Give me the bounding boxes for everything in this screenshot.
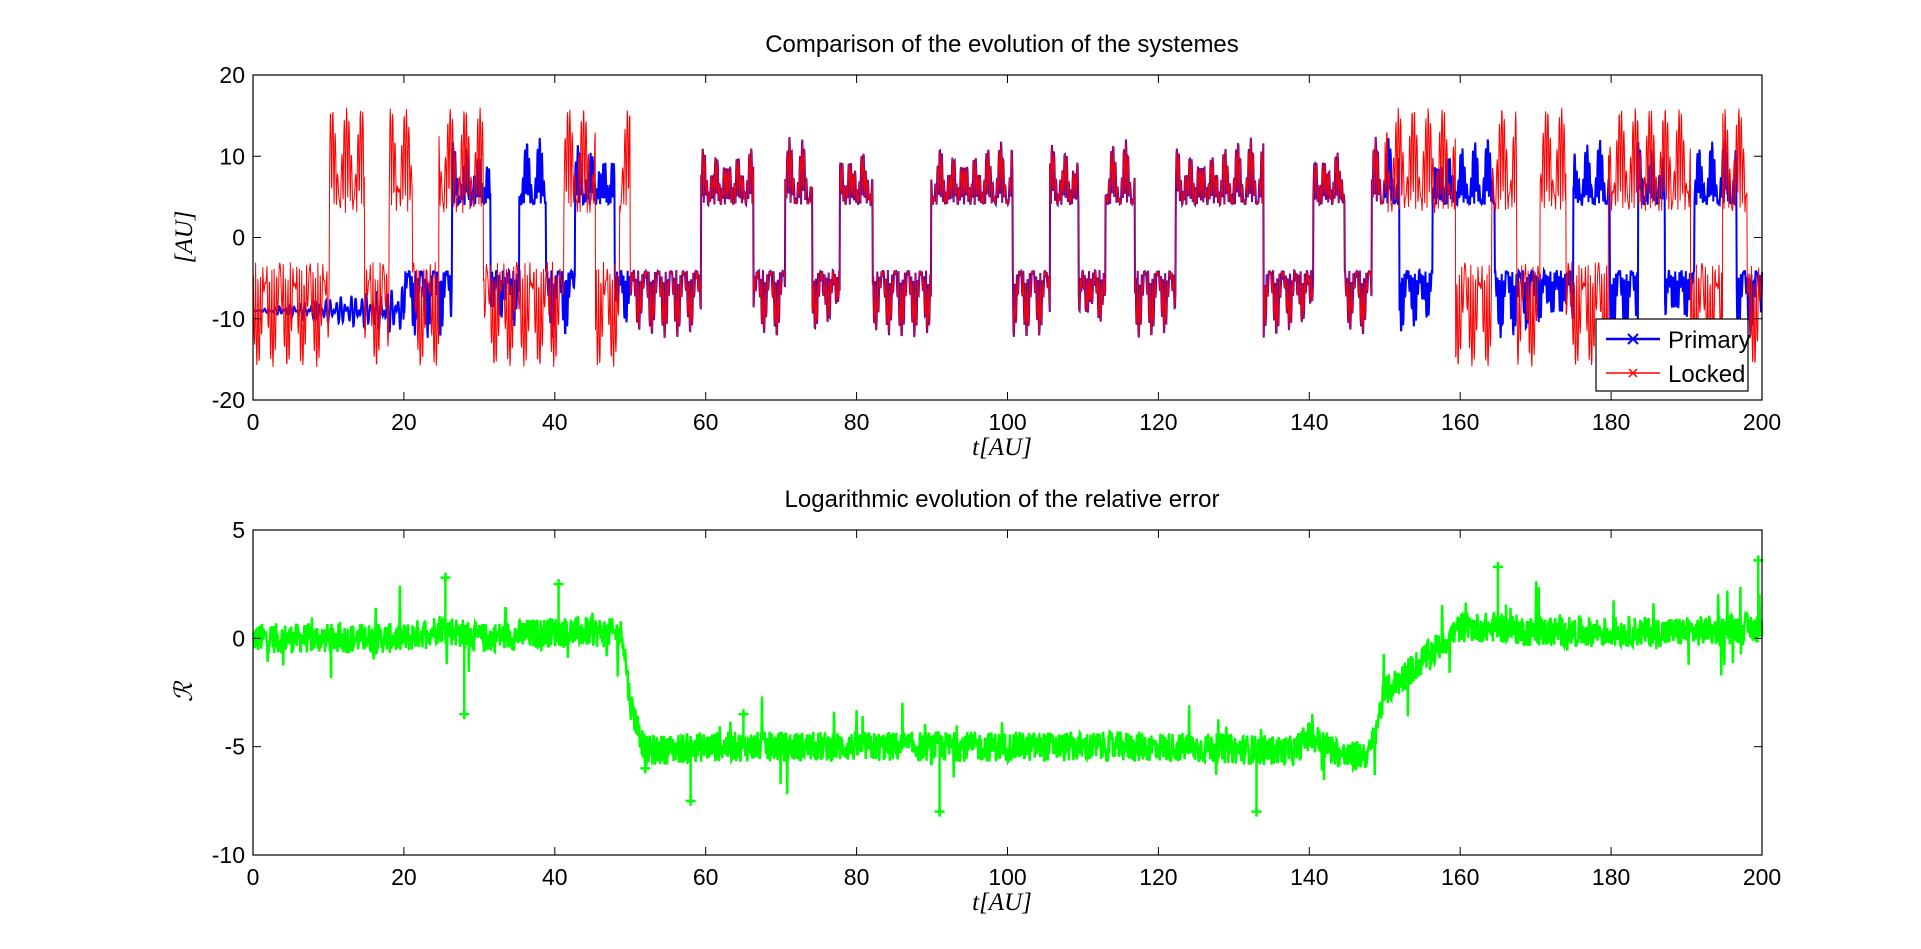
bottom-axes-frame [252, 529, 1763, 856]
top-x-tick-label: 180 [1592, 409, 1630, 435]
error-spike-marker [1492, 561, 1503, 572]
error-spike-marker [459, 709, 470, 720]
legend-primary-swatch [1606, 333, 1660, 345]
bottom-x-tick-label: 160 [1441, 864, 1479, 890]
error-spike-marker [685, 795, 696, 806]
error-spike-marker [640, 763, 651, 774]
top-x-tick-label: 200 [1743, 409, 1781, 435]
top-y-tick-label: 0 [232, 225, 245, 251]
top-chart: Comparison of the evolution of the syste… [171, 31, 1781, 461]
top-chart-title: Comparison of the evolution of the syste… [765, 31, 1239, 58]
top-y-tick-label: 20 [219, 62, 245, 88]
top-y-axis-label: [AU] [171, 211, 198, 264]
bottom-series-line [251, 555, 1764, 817]
bottom-x-tick-label: 80 [844, 864, 870, 890]
legend-primary-label: Primary [1668, 327, 1751, 354]
bottom-x-tick-label: 0 [247, 864, 260, 890]
bottom-y-tick-label: 0 [232, 625, 245, 651]
top-x-tick-label: 20 [391, 409, 417, 435]
bottom-y-tick-label: 5 [232, 517, 245, 543]
bottom-chart-title: Logarithmic evolution of the relative er… [785, 486, 1220, 513]
legend: Primary Locked [1595, 318, 1751, 392]
bottom-x-tick-label: 140 [1290, 864, 1328, 890]
bottom-x-tick-label: 20 [391, 864, 417, 890]
top-x-tick-label: 120 [1139, 409, 1177, 435]
bottom-x-axis-label: t[AU] [972, 889, 1032, 916]
bottom-x-tick-label: 40 [542, 864, 568, 890]
error-spike-marker [1251, 806, 1262, 817]
top-ticks: 0 20 40 60 80 100 120 140 160 180 200 -20 -10 0 10 20 [212, 62, 1781, 435]
top-x-tick-label: 100 [988, 409, 1026, 435]
legend-locked-swatch [1606, 368, 1660, 378]
top-series-lines [252, 107, 1763, 368]
top-y-tick-label: 10 [219, 143, 245, 169]
legend-box [1595, 318, 1749, 392]
top-x-tick-label: 140 [1290, 409, 1328, 435]
top-x-tick-label: 40 [542, 409, 568, 435]
error-spike-marker [934, 806, 945, 817]
bottom-y-axis-label: ℛ [171, 680, 198, 702]
top-x-tick-label: 0 [247, 409, 260, 435]
bottom-chart: Logarithmic evolution of the relative er… [171, 486, 1781, 916]
top-y-tick-label: -10 [212, 306, 245, 332]
bottom-x-tick-label: 120 [1139, 864, 1177, 890]
error-spike-marker [440, 572, 451, 583]
bottom-y-tick-label: -10 [212, 842, 245, 868]
bottom-y-tick-label: -5 [225, 734, 245, 760]
relative-error-line [251, 581, 1764, 795]
bottom-x-tick-label: 100 [988, 864, 1026, 890]
top-x-axis-label: t[AU] [972, 434, 1032, 461]
bottom-x-tick-label: 60 [693, 864, 719, 890]
error-spike-marker [553, 579, 564, 590]
top-y-tick-label: -20 [212, 387, 245, 413]
locked-series-line [252, 107, 1763, 368]
top-x-tick-label: 60 [693, 409, 719, 435]
top-x-tick-label: 160 [1441, 409, 1479, 435]
bottom-ticks: 0 20 40 60 80 100 120 140 160 180 200 -10 -5 0 5 [212, 517, 1781, 890]
legend-locked-label: Locked [1668, 361, 1745, 388]
error-spike-marker [738, 709, 749, 720]
bottom-x-tick-label: 200 [1743, 864, 1781, 890]
bottom-x-tick-label: 180 [1592, 864, 1630, 890]
top-x-tick-label: 80 [844, 409, 870, 435]
